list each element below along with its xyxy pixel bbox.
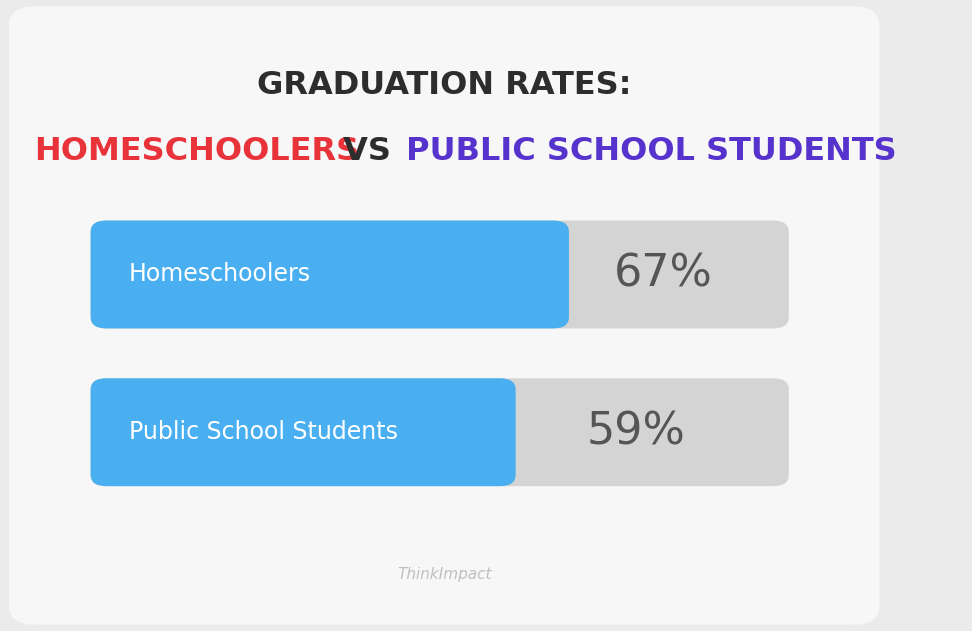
- FancyBboxPatch shape: [90, 221, 569, 329]
- FancyBboxPatch shape: [90, 378, 516, 486]
- Text: ThinkImpact: ThinkImpact: [397, 567, 492, 582]
- Text: GRADUATION RATES:: GRADUATION RATES:: [257, 69, 632, 101]
- Text: 59%: 59%: [587, 411, 685, 454]
- Text: Public School Students: Public School Students: [129, 420, 398, 444]
- Text: 67%: 67%: [613, 253, 712, 296]
- Text: Homeschoolers: Homeschoolers: [129, 262, 311, 286]
- Text: HOMESCHOOLERS: HOMESCHOOLERS: [34, 136, 360, 167]
- FancyBboxPatch shape: [9, 6, 880, 625]
- Text: VS: VS: [331, 136, 401, 167]
- FancyBboxPatch shape: [90, 221, 789, 329]
- Text: PUBLIC SCHOOL STUDENTS: PUBLIC SCHOOL STUDENTS: [396, 136, 897, 167]
- FancyBboxPatch shape: [90, 378, 789, 486]
